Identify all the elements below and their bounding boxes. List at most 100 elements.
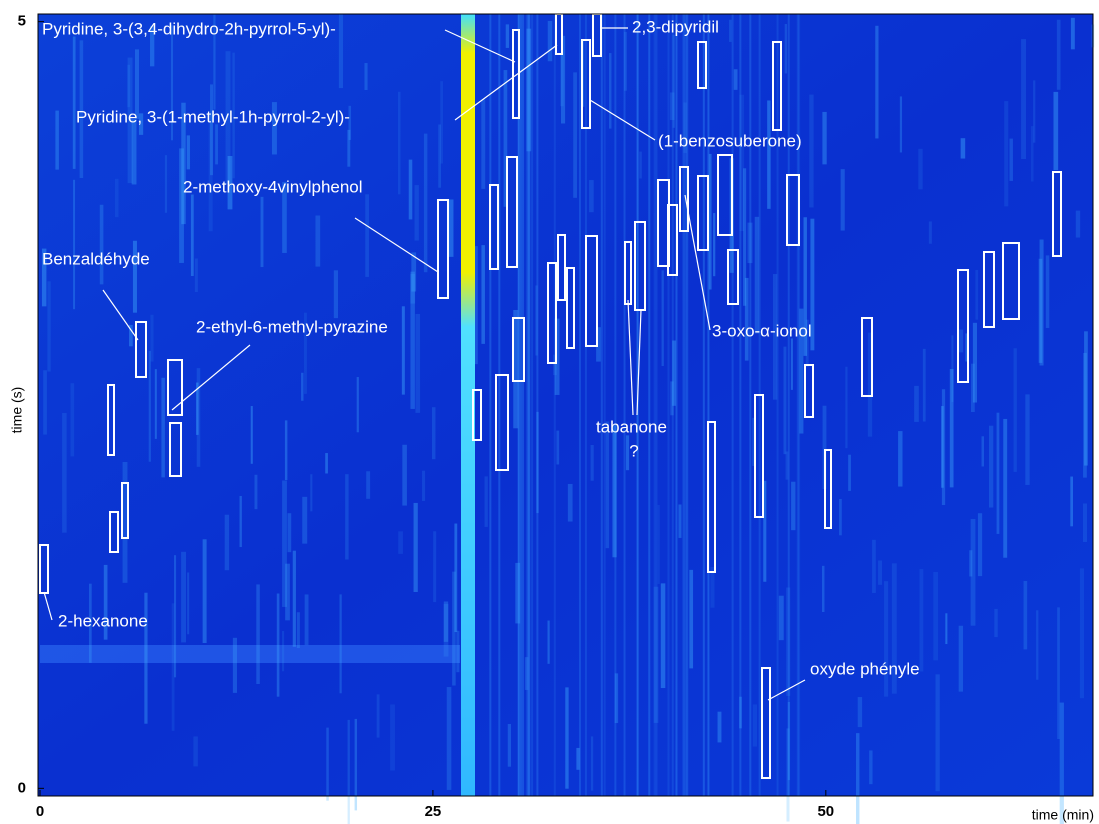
- heatmap-streak: [872, 540, 876, 593]
- heatmap-streak: [240, 496, 242, 547]
- heatmap-streak: [989, 426, 993, 508]
- heatmap-streak: [485, 476, 488, 527]
- annotation: Benzaldéhyde: [42, 249, 150, 268]
- heatmap-streak: [433, 531, 436, 602]
- heatmap-streak: [898, 431, 902, 486]
- heatmap-streak: [591, 736, 593, 790]
- heatmap-streak: [713, 213, 715, 276]
- annotation: ?: [629, 441, 638, 460]
- heatmap-streak: [822, 566, 824, 612]
- heatmap-streak: [935, 674, 939, 791]
- heatmap-streak: [753, 704, 757, 746]
- heatmap-streak: [297, 612, 300, 648]
- heatmap-streak: [1080, 568, 1084, 698]
- heatmap-streak: [609, 53, 611, 129]
- heatmap-streak: [975, 270, 978, 320]
- heatmap-streak: [149, 351, 151, 462]
- heatmap-streak: [918, 149, 922, 189]
- heatmap-streak: [604, 14, 606, 796]
- heatmap-streak: [994, 609, 997, 637]
- heatmap-streak: [348, 720, 350, 824]
- heatmap-streak: [377, 694, 380, 737]
- heatmap-streak: [755, 217, 759, 334]
- heatmap-streak: [1009, 139, 1013, 181]
- heatmap-streak: [438, 124, 441, 187]
- heatmap-streak: [941, 406, 944, 488]
- heatmap-streak: [856, 733, 859, 824]
- heatmap-streak: [878, 560, 882, 584]
- heatmap-streak: [779, 596, 784, 640]
- heatmap-streak: [305, 594, 309, 645]
- heatmap-streak: [301, 373, 303, 401]
- heatmap-streak: [791, 482, 795, 530]
- heatmap-streak: [997, 413, 1000, 534]
- heatmap-streak: [841, 169, 845, 230]
- annotation: 2-hexanone: [58, 611, 148, 630]
- heatmap-streak: [285, 420, 287, 480]
- heatmap-streak: [579, 14, 581, 796]
- heatmap-streak: [481, 245, 485, 344]
- heatmap-streak: [1053, 92, 1058, 170]
- heatmap-streak: [565, 687, 568, 788]
- heatmap-streak: [784, 347, 787, 455]
- heatmap-streak: [531, 14, 533, 796]
- heatmap-streak: [181, 552, 186, 643]
- heatmap-streak: [70, 383, 74, 456]
- heatmap-streak: [601, 14, 603, 796]
- heatmap-streak: [415, 314, 420, 413]
- heatmap-streak: [293, 551, 296, 647]
- heatmap-streak: [900, 96, 902, 152]
- heatmap-streak: [1031, 126, 1034, 181]
- heatmap-streak: [648, 14, 650, 796]
- heatmap-streak: [1070, 477, 1073, 527]
- heatmap-streak: [73, 37, 76, 169]
- heatmap-streak: [415, 185, 419, 241]
- heatmap-streak: [591, 445, 594, 481]
- heatmap-streak: [520, 14, 522, 796]
- heatmap-streak: [1036, 610, 1038, 679]
- heatmap-streak: [444, 604, 449, 657]
- heatmap-streak: [62, 413, 67, 533]
- annotation: 2,3-dipyridil: [632, 17, 719, 36]
- heatmap-streak: [498, 14, 500, 796]
- heatmap-streak: [1021, 39, 1026, 159]
- heatmap-streak: [187, 572, 189, 634]
- heatmap-streak: [554, 14, 556, 796]
- heatmap-streak: [398, 531, 403, 554]
- heatmap-streak: [447, 687, 452, 790]
- heatmap-streak: [402, 306, 405, 394]
- heatmap-streak: [1014, 348, 1017, 472]
- heatmap-streak: [506, 24, 509, 48]
- heatmap-streak: [47, 281, 50, 371]
- heatmap-streak: [884, 581, 888, 697]
- heatmap-streak: [277, 594, 280, 697]
- heatmap-streak: [365, 194, 369, 277]
- heatmap-streak: [315, 216, 320, 267]
- heatmap-streak: [410, 272, 414, 409]
- heatmap-streak: [547, 621, 549, 664]
- heatmap-streak: [233, 638, 237, 693]
- heatmap-streak: [179, 148, 184, 263]
- heatmap-streak: [973, 323, 977, 403]
- heatmap-streak: [302, 497, 307, 544]
- heatmap-streak: [548, 21, 552, 61]
- plot-area: [38, 14, 1094, 824]
- heatmap-streak: [203, 539, 207, 643]
- heatmap-streak: [347, 130, 350, 167]
- heatmap-band: [40, 645, 460, 663]
- heatmap-streak: [971, 519, 976, 626]
- heatmap-streak: [161, 378, 165, 478]
- heatmap-streak: [43, 370, 47, 434]
- annotation: oxyde phényle: [810, 659, 920, 678]
- annotation: 3-oxo-α-ionol: [712, 321, 812, 340]
- heatmap-streak: [1025, 394, 1029, 485]
- heatmap-streak: [929, 221, 932, 243]
- heatmap-streak: [251, 406, 253, 464]
- heatmap-streak: [402, 445, 407, 506]
- heatmap-streak: [193, 736, 197, 766]
- heatmap-streak: [1084, 331, 1088, 465]
- x-tick-label: 25: [425, 803, 442, 820]
- heatmap-streak: [1024, 581, 1028, 649]
- heatmap-streak: [710, 567, 714, 608]
- heatmap-streak: [959, 330, 963, 353]
